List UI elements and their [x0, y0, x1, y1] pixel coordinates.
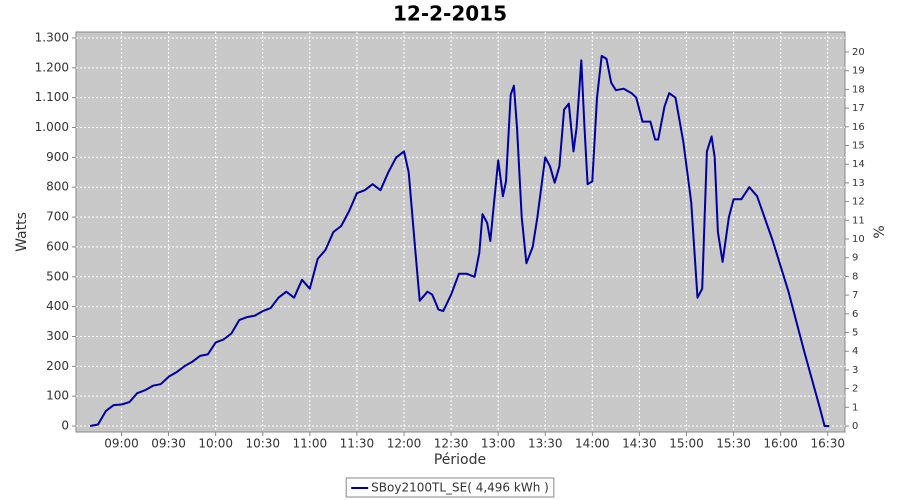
- y2-tick-label: 1: [852, 402, 858, 413]
- y2-tick-label: 7: [852, 290, 858, 301]
- y-axis-label: Watts: [14, 212, 30, 252]
- y-tick-label: 500: [46, 269, 69, 283]
- x-tick-label: 13:00: [481, 437, 516, 451]
- y2-tick-label: 8: [852, 271, 858, 282]
- x-tick-label: 11:00: [293, 437, 328, 451]
- chart-title: 12-2-2015: [393, 2, 507, 26]
- y2-tick-label: 10: [852, 234, 865, 245]
- y2-tick-label: 3: [852, 365, 858, 376]
- x-axis-label: Période: [434, 452, 486, 468]
- y2-tick-label: 2: [852, 384, 858, 395]
- x-tick-label: 12:30: [434, 437, 469, 451]
- y-tick-label: 900: [46, 150, 69, 164]
- y-tick-label: 200: [46, 359, 69, 373]
- y2-tick-label: 12: [852, 197, 865, 208]
- x-tick-label: 10:30: [245, 437, 280, 451]
- y-tick-label: 800: [46, 180, 69, 194]
- y2-tick-label: 9: [852, 253, 858, 264]
- y2-tick-label: 6: [852, 309, 858, 320]
- y2-tick-label: 13: [852, 178, 865, 189]
- y-tick-label: 600: [46, 239, 69, 253]
- series-line: [89, 54, 830, 427]
- plot-area: [75, 31, 846, 433]
- y2-tick-label: 5: [852, 328, 858, 339]
- x-tick-label: 15:30: [716, 437, 751, 451]
- y-tick-label: 1.300: [35, 30, 69, 44]
- x-tick-label: 14:00: [575, 437, 610, 451]
- x-tick-label: 09:30: [151, 437, 186, 451]
- legend-box: [345, 477, 555, 498]
- y-tick-label: 300: [46, 329, 69, 343]
- x-tick-label: 16:00: [763, 437, 798, 451]
- x-tick-label: 15:00: [669, 437, 704, 451]
- x-tick-label: 16:30: [810, 437, 845, 451]
- y2-axis-label: %: [872, 225, 888, 238]
- x-tick-label: 09:00: [104, 437, 139, 451]
- y-tick-label: 0: [61, 419, 69, 433]
- y2-tick-label: 20: [852, 47, 865, 58]
- y2-tick-label: 16: [852, 122, 865, 133]
- x-tick-label: 13:30: [528, 437, 563, 451]
- y2-tick-label: 11: [852, 215, 865, 226]
- y-tick-label: 400: [46, 299, 69, 313]
- x-tick-label: 10:00: [198, 437, 233, 451]
- y2-tick-label: 17: [852, 103, 865, 114]
- x-tick-label: 11:30: [340, 437, 375, 451]
- y2-tick-label: 19: [852, 66, 865, 77]
- y2-tick-label: 15: [852, 141, 865, 152]
- y2-tick-label: 4: [852, 346, 858, 357]
- y-tick-label: 1.000: [35, 120, 69, 134]
- y2-tick-label: 18: [852, 84, 865, 95]
- x-tick-label: 14:30: [622, 437, 657, 451]
- legend-label: SBoy2100TL_SE( 4,496 kWh ): [371, 481, 549, 495]
- y-tick-label: 700: [46, 210, 69, 224]
- x-tick-label: 12:00: [387, 437, 422, 451]
- y-tick-label: 100: [46, 389, 69, 403]
- y2-tick-label: 14: [852, 159, 865, 170]
- y-tick-label: 1.100: [35, 90, 69, 104]
- y2-tick-label: 0: [852, 421, 858, 432]
- y-tick-label: 1.200: [35, 60, 69, 74]
